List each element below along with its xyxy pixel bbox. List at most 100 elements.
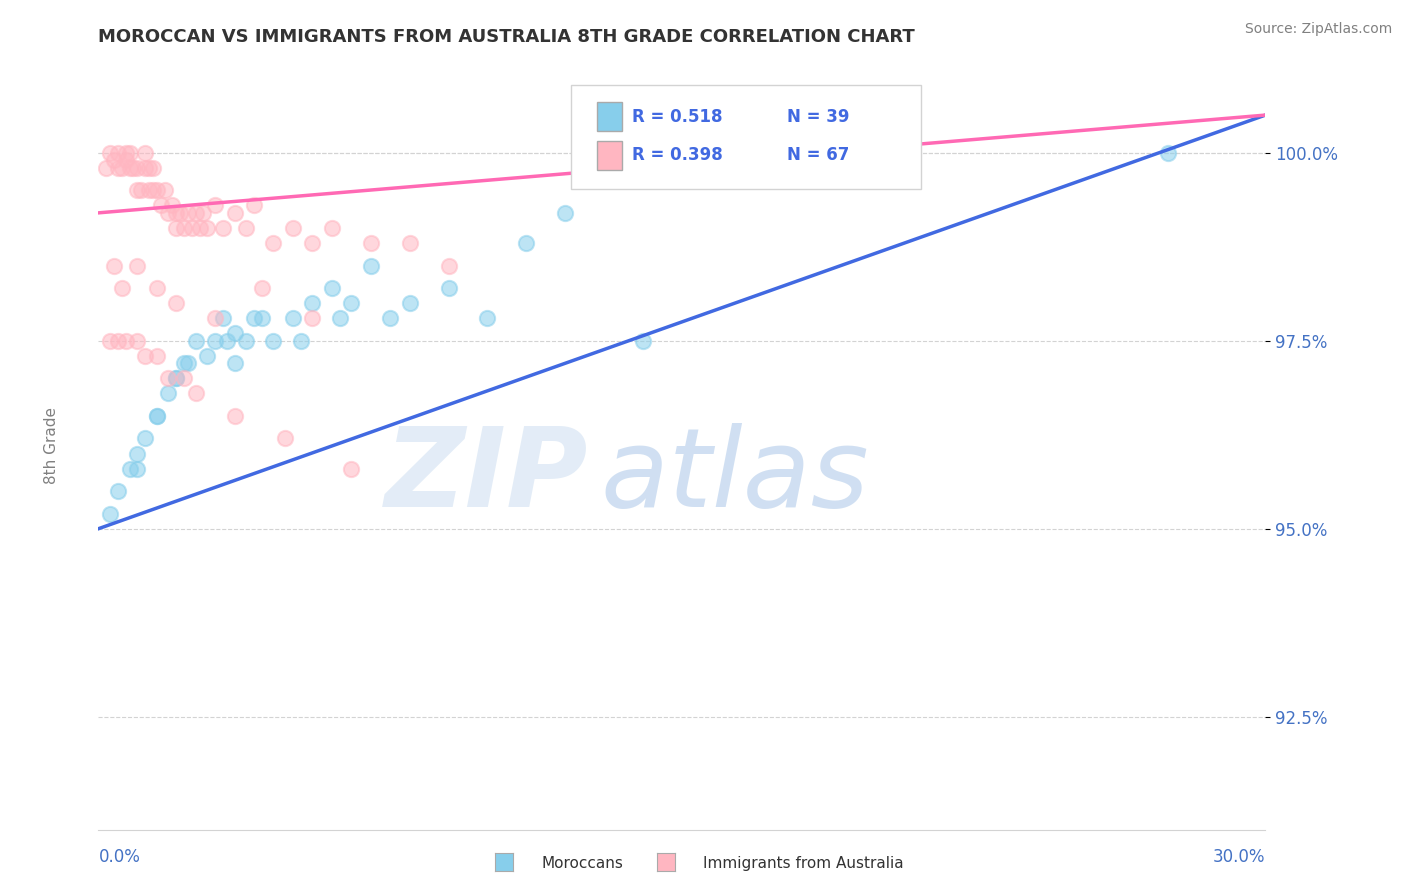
Point xyxy=(118,461,141,475)
Point xyxy=(153,183,176,197)
Point xyxy=(173,220,195,235)
Point xyxy=(262,235,284,250)
Point xyxy=(290,334,312,348)
Text: MOROCCAN VS IMMIGRANTS FROM AUSTRALIA 8TH GRADE CORRELATION CHART: MOROCCAN VS IMMIGRANTS FROM AUSTRALIA 8T… xyxy=(98,28,915,45)
Text: R = 0.518: R = 0.518 xyxy=(631,108,723,126)
Point xyxy=(340,461,363,475)
Point xyxy=(165,206,187,220)
Point xyxy=(1157,145,1180,160)
Point xyxy=(180,220,202,235)
Point xyxy=(477,311,499,326)
Point xyxy=(127,259,149,273)
Point xyxy=(103,153,125,168)
Point xyxy=(301,235,323,250)
Text: ZIP: ZIP xyxy=(385,423,589,530)
Point xyxy=(329,311,352,326)
Point xyxy=(195,349,218,363)
Point xyxy=(321,281,343,295)
Point xyxy=(250,281,273,295)
Point xyxy=(224,409,246,423)
Point xyxy=(173,356,195,370)
FancyBboxPatch shape xyxy=(571,86,921,189)
Point xyxy=(281,220,304,235)
Point xyxy=(114,334,136,348)
Point xyxy=(262,334,284,348)
Point xyxy=(111,281,134,295)
Point xyxy=(146,349,169,363)
Point xyxy=(103,259,125,273)
Point xyxy=(142,161,165,175)
Point xyxy=(146,183,169,197)
Point xyxy=(224,326,246,341)
Point xyxy=(204,311,226,326)
Point xyxy=(301,296,323,310)
FancyBboxPatch shape xyxy=(596,103,623,131)
Point xyxy=(138,161,160,175)
Text: 30.0%: 30.0% xyxy=(1213,848,1265,866)
Text: 8th Grade: 8th Grade xyxy=(44,408,59,484)
Text: R = 0.398: R = 0.398 xyxy=(631,146,723,164)
Point xyxy=(107,334,129,348)
Point xyxy=(380,311,402,326)
Point xyxy=(114,145,136,160)
Point xyxy=(193,206,215,220)
Point xyxy=(138,183,160,197)
Point xyxy=(177,206,200,220)
Point xyxy=(129,183,152,197)
Point xyxy=(250,311,273,326)
Point xyxy=(437,281,460,295)
Point xyxy=(134,145,156,160)
Point xyxy=(224,356,246,370)
Text: N = 39: N = 39 xyxy=(787,108,849,126)
Point xyxy=(107,161,129,175)
Point xyxy=(301,311,323,326)
Point xyxy=(398,296,420,310)
Point xyxy=(224,206,246,220)
Point xyxy=(107,484,129,499)
Point xyxy=(98,334,121,348)
Point xyxy=(157,371,180,385)
Text: Immigrants from Australia: Immigrants from Australia xyxy=(703,856,904,871)
Point xyxy=(169,206,191,220)
Point xyxy=(134,432,156,446)
Point xyxy=(215,334,238,348)
Point xyxy=(515,235,537,250)
Point xyxy=(212,220,235,235)
Point xyxy=(360,235,382,250)
Point xyxy=(204,198,226,212)
Point xyxy=(631,334,654,348)
Point xyxy=(111,161,134,175)
Text: 0.0%: 0.0% xyxy=(98,848,141,866)
Point xyxy=(173,371,195,385)
Text: N = 67: N = 67 xyxy=(787,146,849,164)
Point xyxy=(554,206,576,220)
Point xyxy=(165,220,187,235)
Point xyxy=(146,281,169,295)
Point xyxy=(243,311,266,326)
Point xyxy=(98,145,121,160)
Point xyxy=(127,446,149,460)
Point xyxy=(165,371,187,385)
Point xyxy=(188,220,211,235)
Point xyxy=(195,220,218,235)
Point xyxy=(122,161,145,175)
Point xyxy=(134,161,156,175)
Point xyxy=(146,409,169,423)
Point xyxy=(235,334,257,348)
Point xyxy=(184,334,207,348)
Point xyxy=(149,198,172,212)
Point xyxy=(157,206,180,220)
FancyBboxPatch shape xyxy=(596,141,623,169)
Point xyxy=(177,356,200,370)
Point xyxy=(321,220,343,235)
Point xyxy=(165,296,187,310)
Point xyxy=(127,461,149,475)
Point xyxy=(398,235,420,250)
Point xyxy=(142,183,165,197)
Point xyxy=(437,259,460,273)
Point xyxy=(184,386,207,401)
Text: atlas: atlas xyxy=(600,423,869,530)
Point xyxy=(157,386,180,401)
Point xyxy=(340,296,363,310)
Point xyxy=(107,145,129,160)
